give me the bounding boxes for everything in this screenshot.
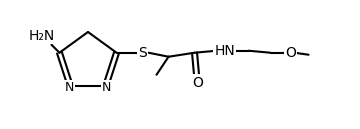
Text: N: N bbox=[102, 81, 111, 94]
Text: S: S bbox=[138, 46, 147, 60]
Text: N: N bbox=[65, 81, 74, 94]
Text: HN: HN bbox=[214, 44, 235, 58]
Text: H₂N: H₂N bbox=[28, 29, 55, 43]
Text: O: O bbox=[285, 46, 296, 60]
Text: O: O bbox=[192, 76, 203, 90]
